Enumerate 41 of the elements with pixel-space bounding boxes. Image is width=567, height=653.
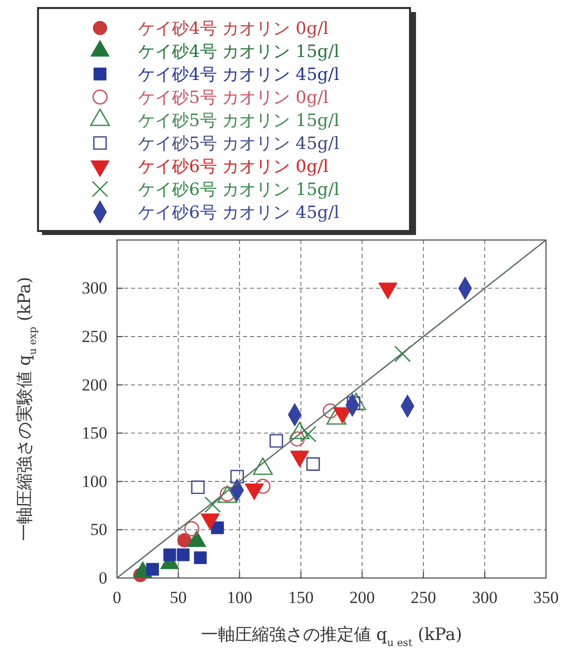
- point: [146, 562, 159, 576]
- y-tick-label: 50: [90, 520, 108, 540]
- y-tick-label: 200: [82, 375, 108, 394]
- point: [255, 478, 270, 494]
- x-tick-label: 200: [349, 588, 375, 608]
- legend-label: ケイ砂5号 カオリン 0g/l: [138, 88, 328, 108]
- point: [184, 521, 200, 536]
- legend-label: ケイ砂4号 カオリン 15g/l: [138, 42, 340, 62]
- point: [176, 548, 190, 562]
- point: [270, 434, 284, 448]
- point: [230, 470, 244, 484]
- y-tick-label: 250: [82, 327, 108, 346]
- y-tick-label: 0: [98, 568, 108, 588]
- legend-label: ケイ砂4号 カオリン 0g/l: [138, 19, 328, 39]
- x-tick-label: 150: [288, 588, 314, 608]
- point: [204, 496, 221, 513]
- point: [211, 521, 224, 534]
- legend-label: ケイ砂5号 カオリン 45g/l: [138, 134, 340, 154]
- point: [163, 548, 176, 562]
- x-tick-label: 50: [170, 588, 187, 608]
- y-tick-label: 300: [82, 278, 108, 298]
- x-tick-label: 100: [226, 588, 252, 608]
- legend-label: ケイ砂6号 カオリン 0g/l: [138, 157, 328, 177]
- point: [394, 346, 411, 362]
- legend-label: ケイ砂4号 カオリン 45g/l: [138, 65, 340, 85]
- x-tick-label: 350: [533, 588, 559, 608]
- legend-label: ケイ砂6号 カオリン 15g/l: [138, 180, 340, 200]
- point: [300, 426, 316, 442]
- legend-label: ケイ砂5号 カオリン 15g/l: [138, 111, 340, 131]
- point: [306, 457, 320, 471]
- point: [290, 431, 305, 446]
- y-tick-label: 100: [82, 472, 108, 491]
- x-tick-label: 0: [112, 588, 122, 608]
- legend-label: ケイ砂6号 カオリン 45g/l: [138, 203, 340, 223]
- point: [194, 551, 207, 564]
- point: [191, 480, 205, 494]
- y-tick-label: 150: [82, 424, 108, 443]
- x-tick-label: 250: [410, 588, 436, 608]
- x-axis-title: 一軸圧縮強さの推定値 q$_{u est}$ (kPa): [200, 625, 462, 648]
- point: [177, 533, 192, 548]
- x-tick-label: 300: [472, 588, 498, 608]
